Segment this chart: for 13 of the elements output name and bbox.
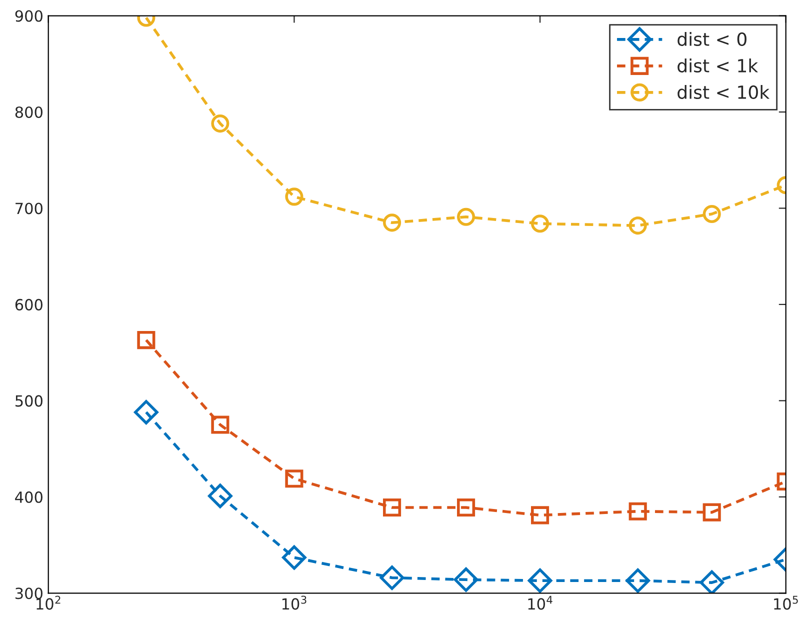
x-tick-label: 10$^{4}$	[528, 596, 552, 610]
y-tick-label: 400	[15, 491, 42, 503]
y-tick-label: 300	[16, 588, 42, 600]
legend-label: dist < 1k	[678, 58, 758, 73]
x-tick-label: 10$^{5}$	[774, 596, 798, 610]
y-tick-label: 800	[15, 106, 42, 118]
y-tick-label: 500	[16, 395, 42, 407]
x-tick-label: 10$^{3}$	[282, 596, 306, 610]
y-tick-label: 900	[15, 10, 42, 22]
legend-label: dist < 0	[678, 32, 746, 46]
y-tick-label: 700	[16, 202, 42, 214]
legend-label: dist < 10k	[678, 85, 770, 100]
y-tick-label: 600	[15, 298, 42, 310]
